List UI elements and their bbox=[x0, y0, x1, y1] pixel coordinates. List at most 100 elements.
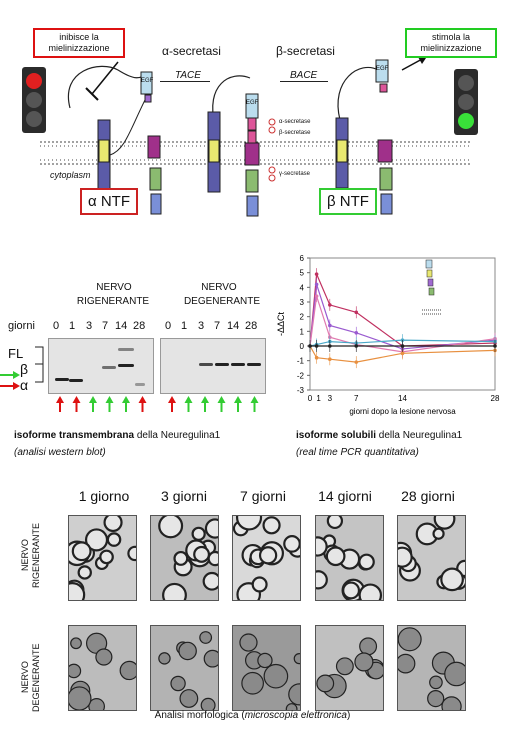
day-regen-28: 28 bbox=[133, 320, 146, 332]
fl-label: FL bbox=[8, 346, 24, 361]
morph-day-3: 3 giorni bbox=[161, 488, 207, 504]
traffic-light-green-icon bbox=[454, 69, 478, 135]
beta-ntf-label: β NTF bbox=[327, 193, 369, 210]
series-point-3 bbox=[328, 357, 332, 361]
x-tick-label: 3 bbox=[328, 394, 333, 403]
series-point-5 bbox=[400, 344, 405, 348]
series-point-3 bbox=[400, 351, 405, 356]
morph-caption-main: Analisi morfologica ( bbox=[154, 710, 245, 721]
series-point-2 bbox=[314, 294, 319, 298]
gamma-secretase-small: γ-secretase bbox=[279, 171, 311, 177]
western-caption-sub: (analisi western blot) bbox=[14, 447, 106, 458]
days-label: giorni bbox=[8, 320, 35, 332]
alpha-ntf-box: α NTF bbox=[80, 188, 138, 215]
micrograph-regen-4 bbox=[397, 515, 466, 601]
regen-arrow-5-icon bbox=[138, 396, 147, 412]
micrograph-degen-3 bbox=[315, 625, 384, 711]
degen-arrow-5-icon bbox=[250, 396, 259, 412]
regen-header-2: RIGENERANTE bbox=[76, 296, 150, 307]
morph-caption: Analisi morfologica (microscopia elettro… bbox=[0, 710, 505, 721]
chart-plot-area bbox=[309, 257, 496, 391]
row-regen-1: NERVO bbox=[20, 539, 30, 571]
row-degen-1: NERVO bbox=[20, 661, 30, 694]
y-tick-label: 1 bbox=[300, 327, 305, 336]
side-arrow-red-icon bbox=[0, 382, 20, 390]
row-label-regen: NERVO RIGENERANTE bbox=[20, 505, 42, 605]
day-degen-14: 14 bbox=[227, 320, 240, 332]
neuregulin-cleavage-diagram bbox=[22, 55, 478, 217]
bace-arrow-icon bbox=[280, 81, 328, 82]
series-point-1 bbox=[314, 282, 319, 287]
micrograph-degen-1 bbox=[150, 625, 219, 711]
side-arrow-green-icon bbox=[0, 371, 20, 379]
morph-caption-italic: microscopia elettronica bbox=[244, 710, 347, 721]
alpha-cleaved-fragment bbox=[147, 135, 162, 215]
egf-label-right: EGF bbox=[376, 66, 389, 72]
qpcr-caption-bold: isoforme solubili bbox=[296, 430, 377, 441]
x-tick-label: 28 bbox=[491, 394, 500, 403]
series-line-1 bbox=[309, 284, 496, 350]
degen-arrow-1-icon bbox=[184, 396, 193, 412]
series-point-3 bbox=[354, 360, 359, 364]
y-tick-label: -2 bbox=[297, 371, 305, 380]
row-regen-2: RIGENERANTE bbox=[31, 522, 41, 588]
inhibit-myelination-box: inibisce la mielinizzazione bbox=[33, 28, 125, 58]
degen-header-2: DEGENERANTE bbox=[183, 296, 261, 307]
series-point-5 bbox=[493, 344, 497, 348]
qpcr-caption: isoforme solubili della Neuregulina1 bbox=[296, 430, 462, 441]
morph-day-1: 1 giorno bbox=[78, 488, 130, 504]
bace-label: BACE bbox=[290, 70, 318, 81]
micrograph-degen-4 bbox=[397, 625, 466, 711]
micrograph-degen-2 bbox=[232, 625, 301, 711]
qpcr-caption-sub: (real time PCR quantitativa) bbox=[296, 447, 419, 458]
x-tick-label: 1 bbox=[316, 394, 321, 403]
inhibit-label: inibisce la mielinizzazione bbox=[48, 32, 110, 53]
morph-caption-end: ) bbox=[346, 710, 351, 721]
micrograph-degen-0 bbox=[68, 625, 137, 711]
degen-arrow-0-icon bbox=[168, 396, 176, 412]
expression-arrows bbox=[56, 396, 259, 412]
series-point-1 bbox=[354, 331, 359, 335]
degen-arrow-2-icon bbox=[201, 396, 209, 412]
y-axis-label: -ΔΔCt bbox=[276, 311, 286, 336]
degen-header-1: NERVO bbox=[201, 282, 237, 293]
degen-arrow-3-icon bbox=[217, 396, 226, 412]
y-tick-label: 4 bbox=[300, 283, 305, 292]
series-point-5 bbox=[328, 344, 332, 348]
y-tick-label: 0 bbox=[300, 342, 305, 351]
series-point-0 bbox=[354, 310, 359, 315]
morph-day-7: 7 giorni bbox=[240, 488, 286, 504]
neuregulin-full-length-protein bbox=[207, 75, 260, 217]
neuregulin-beta-protein bbox=[335, 59, 393, 215]
egf-label-center: EGF bbox=[246, 100, 259, 106]
day-degen-1: 1 bbox=[181, 320, 188, 332]
beta-secretase-small: β-secretase bbox=[279, 130, 311, 136]
day-regen-1: 1 bbox=[69, 320, 76, 332]
alpha-ntf-label: α NTF bbox=[88, 193, 130, 210]
row-degen-2: DEGENERANTE bbox=[31, 643, 41, 712]
western-blot-regen bbox=[48, 338, 154, 394]
traffic-light-red-icon bbox=[22, 67, 46, 133]
day-regen-3: 3 bbox=[86, 320, 93, 332]
y-tick-label: -1 bbox=[297, 357, 305, 366]
micrograph-regen-0 bbox=[68, 515, 137, 601]
degen-arrow-4-icon bbox=[234, 396, 242, 412]
regen-arrow-1-icon bbox=[72, 396, 81, 412]
micrograph-regen-3 bbox=[315, 515, 384, 601]
y-tick-label: 2 bbox=[300, 313, 305, 322]
series-point-0 bbox=[314, 272, 319, 276]
neuregulin-protein-icon bbox=[422, 259, 442, 315]
y-tick-label: 3 bbox=[300, 298, 305, 307]
x-tick-label: 14 bbox=[398, 394, 407, 403]
day-degen-0: 0 bbox=[165, 320, 172, 332]
egf-label-left: EGF bbox=[141, 78, 154, 84]
x-tick-label: 7 bbox=[354, 394, 359, 403]
series-point-0 bbox=[328, 303, 332, 307]
series-point-5 bbox=[354, 344, 359, 348]
western-caption: isoforme transmembrana della Neuregulina… bbox=[14, 430, 220, 441]
series-point-3 bbox=[314, 355, 319, 360]
series-point-1 bbox=[328, 323, 332, 328]
x-tick-label: 0 bbox=[308, 394, 313, 403]
morph-day-28: 28 giorni bbox=[401, 488, 455, 504]
